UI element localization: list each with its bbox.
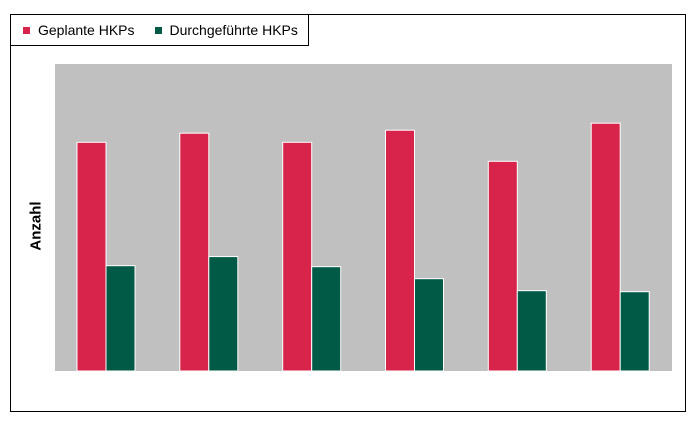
bar-planned-4 [385,129,415,372]
bar-planned-6 [590,122,621,372]
chart-legend: Geplante HKPs Durchgeführte HKPs [10,14,309,46]
legend-item-planned: Geplante HKPs [23,22,135,38]
bar-completed-2 [208,256,239,372]
bar-completed-6 [619,291,650,372]
bar-planned-2 [179,132,210,372]
bar-completed-1 [105,265,136,372]
legend-label-completed: Durchgeführte HKPs [169,22,298,38]
bar-planned-3 [282,141,313,372]
bar-planned-1 [76,141,107,372]
bar-completed-4 [414,278,444,372]
bar-planned-5 [487,160,518,372]
plot-area [55,64,672,371]
bar-completed-5 [516,290,547,372]
bar-completed-3 [311,266,342,372]
legend-label-planned: Geplante HKPs [38,22,135,38]
legend-item-completed: Durchgeführte HKPs [154,22,298,38]
legend-swatch-completed [154,26,162,34]
legend-swatch-planned [23,26,30,34]
